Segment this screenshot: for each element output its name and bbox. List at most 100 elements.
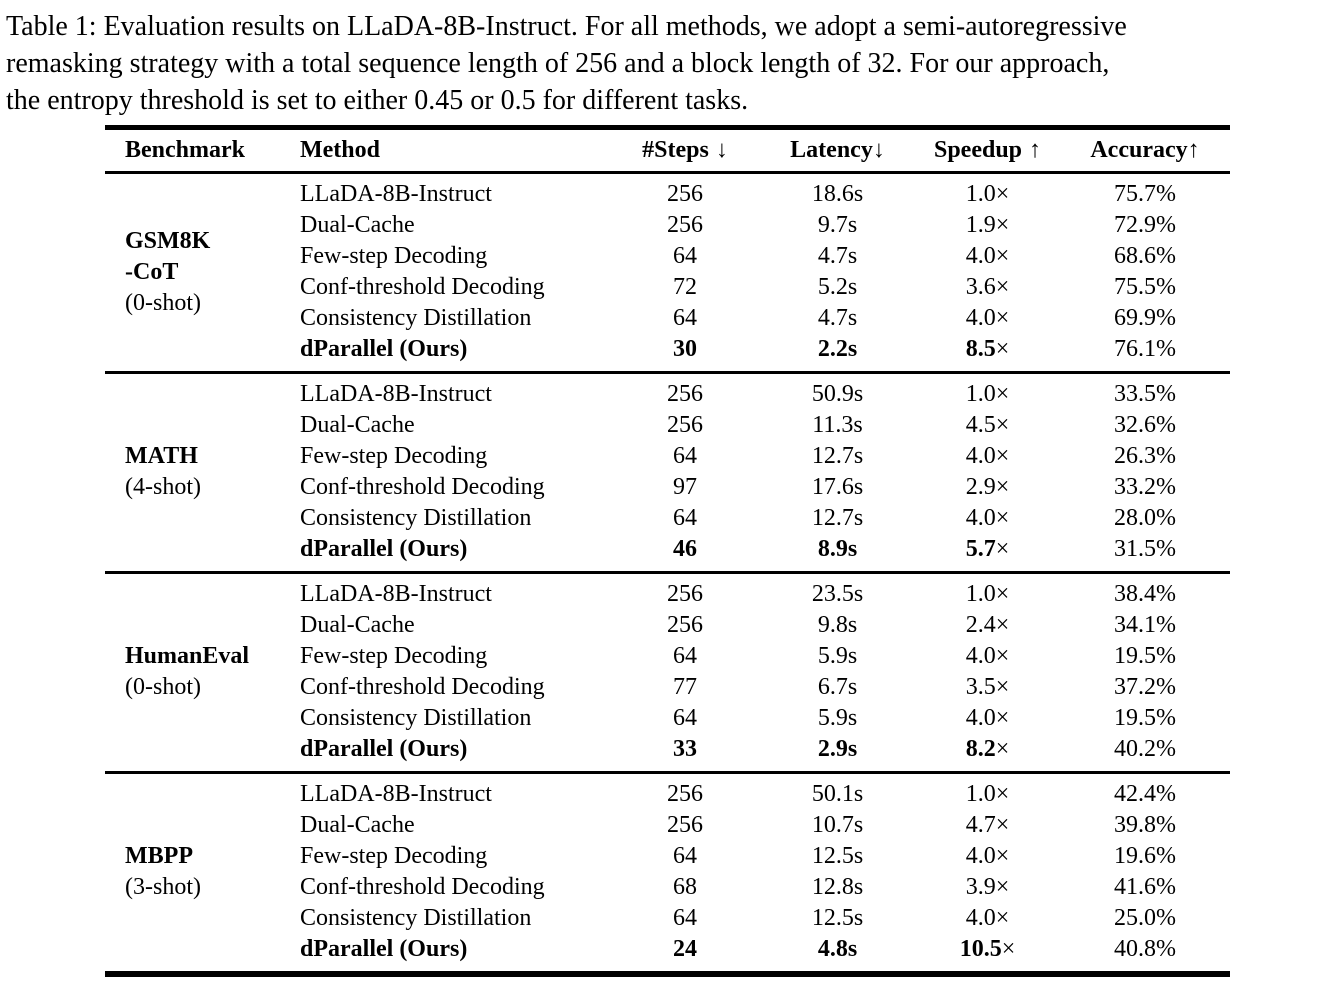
table-row: Dual-Cache 256 9.7s 1.9× 72.9% (300, 210, 1230, 241)
times-symbol: × (995, 581, 1010, 607)
table-row: Conf-threshold Decoding 68 12.8s 3.9× 41… (300, 872, 1230, 903)
accuracy-cell: 37.2% (1114, 674, 1176, 700)
accuracy-cell: 34.1% (1114, 612, 1176, 638)
speedup-cell: 4.0× (965, 443, 1010, 469)
steps-cell: 64 (673, 905, 697, 931)
method-cell: dParallel (Ours) (300, 736, 468, 762)
accuracy-cell: 68.6% (1114, 243, 1176, 269)
steps-cell: 30 (673, 336, 697, 362)
times-symbol: × (995, 812, 1010, 838)
table-row: Consistency Distillation 64 12.5s 4.0× 2… (300, 903, 1230, 934)
speedup-cell: 2.9× (965, 474, 1010, 500)
latency-cell: 12.7s (811, 443, 864, 469)
table-row: Consistency Distillation 64 4.7s 4.0× 69… (300, 303, 1230, 334)
method-cell: Dual-Cache (300, 812, 415, 838)
header-latency: Latency↓ (790, 137, 885, 163)
group-rows: LLaDA-8B-Instruct 256 23.5s 1.0× 38.4% D… (300, 579, 1230, 765)
method-cell: Dual-Cache (300, 212, 415, 238)
times-symbol: × (995, 412, 1010, 438)
steps-cell: 256 (667, 581, 703, 607)
table-row: LLaDA-8B-Instruct 256 23.5s 1.0× 38.4% (300, 579, 1230, 610)
accuracy-cell: 26.3% (1114, 443, 1176, 469)
method-cell: LLaDA-8B-Instruct (300, 181, 492, 207)
times-symbol: × (995, 905, 1010, 931)
times-symbol: × (995, 381, 1010, 407)
times-symbol: × (995, 781, 1010, 807)
steps-cell: 64 (673, 843, 697, 869)
accuracy-cell: 19.5% (1114, 705, 1176, 731)
down-arrow-icon: ↓ (872, 137, 885, 163)
method-cell: dParallel (Ours) (300, 936, 468, 962)
speedup-cell: 4.0× (965, 305, 1010, 331)
method-cell: Conf-threshold Decoding (300, 674, 545, 700)
header-accuracy: Accuracy↑ (1090, 137, 1200, 163)
group-separator-rule (105, 771, 1230, 774)
latency-cell: 9.8s (817, 612, 858, 638)
method-cell: Few-step Decoding (300, 443, 488, 469)
steps-cell: 256 (667, 612, 703, 638)
speedup-cell: 10.5× (959, 936, 1016, 962)
speedup-cell: 1.0× (965, 581, 1010, 607)
group-separator-rule (105, 371, 1230, 374)
steps-cell: 256 (667, 812, 703, 838)
group-rows: LLaDA-8B-Instruct 256 50.1s 1.0× 42.4% D… (300, 779, 1230, 965)
method-cell: Consistency Distillation (300, 905, 532, 931)
speedup-cell: 8.5× (965, 336, 1010, 362)
speedup-cell: 5.7× (965, 536, 1010, 562)
accuracy-cell: 19.5% (1114, 643, 1176, 669)
method-cell: dParallel (Ours) (300, 336, 468, 362)
up-arrow-icon: ↑ (1029, 137, 1042, 163)
speedup-cell: 4.0× (965, 705, 1010, 731)
table-row-ours: dParallel (Ours) 30 2.2s 8.5× 76.1% (300, 334, 1230, 365)
times-symbol: × (995, 336, 1010, 362)
table-row: Conf-threshold Decoding 72 5.2s 3.6× 75.… (300, 272, 1230, 303)
benchmark-group-humaneval: HumanEval (0-shot) LLaDA-8B-Instruct 256… (105, 574, 1230, 771)
speedup-cell: 3.6× (965, 274, 1010, 300)
steps-cell: 33 (673, 736, 697, 762)
latency-cell: 4.7s (817, 305, 858, 331)
times-symbol: × (995, 181, 1010, 207)
speedup-cell: 8.2× (965, 736, 1010, 762)
latency-cell: 17.6s (811, 474, 864, 500)
steps-cell: 256 (667, 181, 703, 207)
times-symbol: × (995, 305, 1010, 331)
table-row-ours: dParallel (Ours) 46 8.9s 5.7× 31.5% (300, 534, 1230, 565)
speedup-cell: 4.7× (965, 812, 1010, 838)
top-rule (105, 125, 1230, 130)
table-row: Dual-Cache 256 9.8s 2.4× 34.1% (300, 610, 1230, 641)
speedup-cell: 4.5× (965, 412, 1010, 438)
latency-cell: 12.5s (811, 905, 864, 931)
steps-cell: 46 (673, 536, 697, 562)
steps-cell: 64 (673, 243, 697, 269)
latency-cell: 4.8s (817, 936, 858, 962)
speedup-cell: 2.4× (965, 612, 1010, 638)
steps-cell: 64 (673, 443, 697, 469)
latency-cell: 2.2s (817, 336, 858, 362)
method-cell: Consistency Distillation (300, 705, 532, 731)
accuracy-cell: 40.8% (1114, 936, 1176, 962)
method-cell: LLaDA-8B-Instruct (300, 381, 492, 407)
accuracy-cell: 69.9% (1114, 305, 1176, 331)
table-row: Conf-threshold Decoding 97 17.6s 2.9× 33… (300, 472, 1230, 503)
steps-cell: 68 (673, 874, 697, 900)
group-rows: LLaDA-8B-Instruct 256 18.6s 1.0× 75.7% D… (300, 179, 1230, 365)
latency-cell: 9.7s (817, 212, 858, 238)
latency-cell: 12.7s (811, 505, 864, 531)
latency-cell: 4.7s (817, 243, 858, 269)
group-separator-rule (105, 571, 1230, 574)
header-steps: #Steps ↓ (642, 137, 728, 163)
table-row: Consistency Distillation 64 12.7s 4.0× 2… (300, 503, 1230, 534)
header-rule (105, 171, 1230, 174)
method-cell: LLaDA-8B-Instruct (300, 781, 492, 807)
accuracy-cell: 38.4% (1114, 581, 1176, 607)
accuracy-cell: 33.2% (1114, 474, 1176, 500)
latency-cell: 12.5s (811, 843, 864, 869)
steps-cell: 77 (673, 674, 697, 700)
table-caption: Table 1: Evaluation results on LLaDA-8B-… (6, 8, 1330, 119)
steps-cell: 64 (673, 643, 697, 669)
speedup-cell: 4.0× (965, 905, 1010, 931)
speedup-cell: 3.9× (965, 874, 1010, 900)
accuracy-cell: 28.0% (1114, 505, 1176, 531)
benchmark-group-mbpp: MBPP (3-shot) LLaDA-8B-Instruct 256 50.1… (105, 774, 1230, 971)
speedup-cell: 4.0× (965, 643, 1010, 669)
